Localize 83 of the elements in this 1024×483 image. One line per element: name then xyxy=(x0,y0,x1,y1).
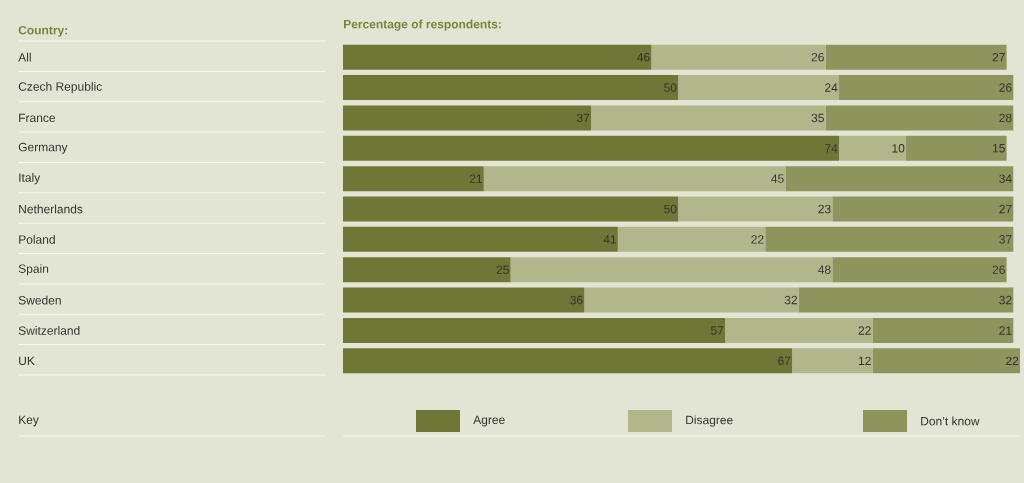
data-label: 25 xyxy=(496,265,509,274)
data-label: 15 xyxy=(992,144,1005,153)
data-label: 36 xyxy=(570,295,583,305)
bar xyxy=(584,287,799,313)
data-label: 37 xyxy=(576,113,590,123)
y-tick-label: Netherlands xyxy=(19,204,83,214)
y-tick-label: Switzerland xyxy=(18,326,80,335)
data-label: 34 xyxy=(999,174,1012,183)
bar xyxy=(832,196,1014,222)
bar xyxy=(343,226,618,252)
y-tick-label: UK xyxy=(19,356,35,366)
bar xyxy=(725,317,873,343)
data-label: 24 xyxy=(825,83,838,92)
chart-title: Percentage of respondents: xyxy=(344,19,501,31)
text: Country: xyxy=(18,25,68,37)
data-label: 28 xyxy=(999,113,1012,123)
bar xyxy=(343,287,585,313)
data-label: 27 xyxy=(999,204,1012,214)
bar xyxy=(343,317,726,343)
data-label: 48 xyxy=(818,265,831,274)
bar xyxy=(678,75,840,101)
bar xyxy=(343,257,511,283)
y-tick-label: Czech Republic xyxy=(18,81,102,94)
bar xyxy=(343,166,484,192)
y-tick-label: Italy xyxy=(19,173,41,185)
y-tick-label: Spain xyxy=(18,264,49,276)
data-label: 35 xyxy=(811,113,824,123)
bar xyxy=(343,105,592,131)
data-label: 22 xyxy=(751,235,764,244)
bar xyxy=(510,257,833,283)
y-tick-label: All xyxy=(18,52,31,62)
data-label: 50 xyxy=(664,204,677,214)
data-label: 57 xyxy=(711,326,724,335)
bar xyxy=(825,105,1014,131)
data-label: 10 xyxy=(892,144,905,153)
legend-title: Key xyxy=(19,415,39,427)
bar xyxy=(343,196,679,222)
data-label: 23 xyxy=(818,204,831,214)
y-tick-label: Sweden xyxy=(18,295,61,305)
bar xyxy=(765,226,1014,252)
legend-label: Agree xyxy=(473,415,505,427)
legend-label: Don’t know xyxy=(921,416,980,426)
bar xyxy=(343,75,679,101)
data-label: 74 xyxy=(825,144,838,153)
data-label: 50 xyxy=(664,83,677,92)
data-label: 22 xyxy=(858,326,871,335)
bar xyxy=(906,135,1007,161)
data-label: 37 xyxy=(999,235,1012,244)
data-label: 12 xyxy=(858,356,871,366)
legend-label: Disagree xyxy=(686,415,733,427)
bar xyxy=(839,135,907,161)
data-label: 46 xyxy=(637,52,650,62)
bar xyxy=(591,105,826,131)
y-tick-label: France xyxy=(19,113,56,123)
bar xyxy=(872,348,1020,374)
bar xyxy=(343,44,652,70)
data-label: 41 xyxy=(603,235,617,244)
bar xyxy=(651,44,826,70)
bar xyxy=(617,226,766,252)
data-label: 26 xyxy=(999,83,1012,92)
bar xyxy=(825,44,1007,70)
bar xyxy=(483,166,786,192)
data-label: 32 xyxy=(999,295,1012,305)
data-label: 21 xyxy=(999,326,1012,335)
y-tick-label: Poland xyxy=(19,234,55,244)
bar xyxy=(343,135,840,161)
data-label: 21 xyxy=(469,174,482,183)
bar xyxy=(839,75,1014,101)
bar xyxy=(792,348,873,374)
data-label: 32 xyxy=(784,295,797,305)
bar xyxy=(832,257,1007,283)
data-label: 45 xyxy=(771,174,784,183)
data-label: 67 xyxy=(778,356,791,366)
bar xyxy=(678,196,833,222)
data-label: 27 xyxy=(992,53,1005,62)
y-tick-label: Germany xyxy=(18,142,68,154)
data-label: 22 xyxy=(1006,356,1019,366)
bar xyxy=(343,348,793,374)
bar xyxy=(872,317,1014,343)
data-label: 26 xyxy=(811,52,824,62)
bar xyxy=(785,166,1014,192)
bar xyxy=(798,287,1014,313)
data-label: 26 xyxy=(992,265,1005,274)
